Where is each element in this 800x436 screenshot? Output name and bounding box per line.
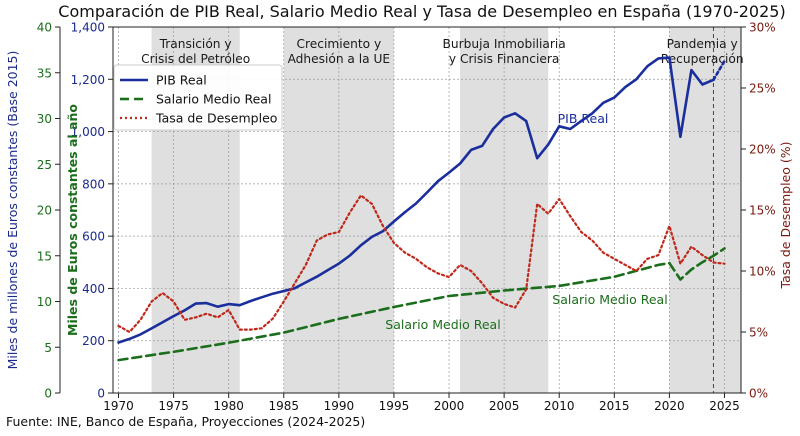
x-tick-label: 1985	[268, 399, 299, 413]
period-label: Pandemia y	[667, 37, 738, 51]
y-tick-label: 400	[82, 282, 105, 296]
x-tick-label: 1980	[213, 399, 244, 413]
y-tick-label: 15%	[749, 204, 776, 218]
series-annotation: PIB Real	[558, 111, 609, 126]
y-axis-left-outer-label: Miles de millones de Euros constantes (B…	[5, 51, 20, 370]
period-band	[283, 27, 394, 393]
series-annotation: Salario Medio Real	[552, 292, 667, 307]
series-line	[117, 247, 726, 362]
x-tick-label: 2015	[599, 399, 630, 413]
x-axis: 1970 1975 1980 1985 1990 1995 2000 2005 2010 2015…	[103, 393, 740, 413]
period-label: Recuperación	[661, 52, 744, 66]
y-tick-label: 35	[37, 66, 52, 80]
x-tick-label: 2020	[654, 399, 685, 413]
y-tick-label: 200	[82, 334, 105, 348]
x-tick-label: 1970	[103, 399, 134, 413]
series-annotations: PIB Real Salario Medio Real Salario Medio …	[385, 111, 667, 332]
x-tick-label: 2000	[434, 399, 465, 413]
y-tick-label: 10	[37, 295, 52, 309]
period-label: Transición y	[159, 37, 232, 51]
x-tick-label: 2010	[544, 399, 575, 413]
x-tick-label: 2005	[489, 399, 520, 413]
y-tick-label: 20	[37, 204, 52, 218]
y-tick-label: 25	[37, 158, 52, 172]
y-tick-label: 40	[37, 21, 52, 35]
legend: PIB Real Salario Medio Real Tasa de Desemp…	[113, 64, 283, 131]
source-note: Fuente: INE, Banco de España, Proyeccion…	[6, 414, 366, 429]
legend-label: Tasa de Desempleo	[155, 111, 277, 126]
period-band	[460, 27, 549, 393]
y-tick-label: 15	[37, 249, 52, 263]
y-axis-right: 0% 5% 10% 15% 20% 25% 30%	[741, 21, 776, 401]
series-line-projection	[712, 59, 726, 82]
chart-title: Comparación de PIB Real, Salario Medio R…	[58, 2, 785, 21]
y-tick-label: 5%	[749, 326, 768, 340]
y-tick-label: 10%	[749, 265, 776, 279]
y-axis-left-outer: 0 200 400 600 800 1,000 1,200 1,400	[71, 21, 113, 401]
x-tick-label: 1990	[324, 399, 355, 413]
legend-label: PIB Real	[156, 73, 207, 88]
y-tick-label: 25%	[749, 82, 776, 96]
y-axis-left-inner-label: Miles de Euros constantes al año	[65, 104, 80, 336]
x-tick-label: 1995	[379, 399, 410, 413]
y-axis-right-label: Tasa de Desempleo (%)	[778, 141, 793, 289]
y-tick-label: 1,400	[71, 21, 105, 35]
y-tick-label: 0	[97, 387, 105, 401]
y-tick-label: 30	[37, 112, 52, 126]
period-label: Crecimiento y	[297, 37, 382, 51]
y-tick-label: 600	[82, 230, 105, 244]
y-tick-label: 5	[44, 341, 52, 355]
y-tick-label: 0%	[749, 387, 768, 401]
x-tick-label: 1975	[158, 399, 189, 413]
period-label: Adhesión a la UE	[288, 52, 391, 66]
y-tick-label: 30%	[749, 21, 776, 35]
legend-label: Salario Medio Real	[156, 92, 271, 107]
x-tick-label: 2025	[709, 399, 740, 413]
y-tick-label: 0	[44, 387, 52, 401]
series-line	[117, 194, 726, 334]
y-tick-label: 1,000	[71, 125, 105, 139]
y-tick-label: 1,200	[71, 73, 105, 87]
period-label: Crisis del Petróleo	[141, 52, 250, 66]
legend-box	[113, 64, 283, 131]
series-annotation: Salario Medio Real	[385, 317, 500, 332]
period-band	[669, 27, 741, 393]
period-label: Burbuja Inmobiliaria	[443, 37, 566, 51]
y-axis-left-inner: 0 5 10 15 20 25 30 35 40	[37, 21, 60, 401]
y-tick-label: 20%	[749, 143, 776, 157]
series-layer	[117, 56, 726, 362]
series-line	[117, 56, 715, 344]
y-tick-label: 800	[82, 177, 105, 191]
period-label: y Crisis Financiera	[449, 52, 559, 66]
